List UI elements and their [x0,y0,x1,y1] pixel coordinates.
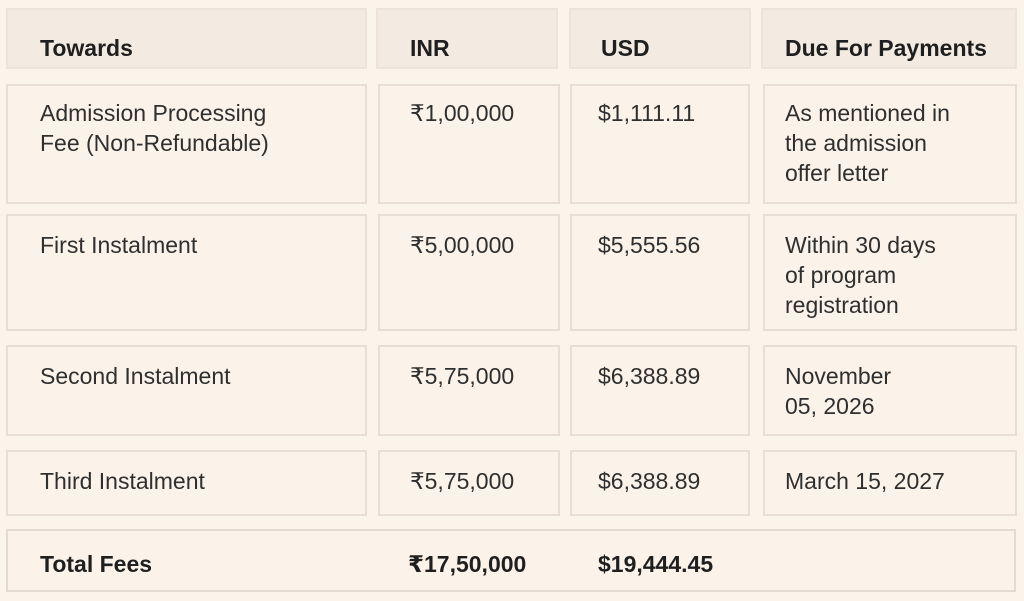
row-4-usd-value: $6,388.89 [598,468,701,494]
row-2-towards-value: First Instalment [40,232,198,258]
row-2-due-line-3: registration [785,292,899,318]
row-3-due: November 05, 2026 [763,345,1017,436]
row-3-usd-value: $6,388.89 [598,363,701,389]
header-usd: USD [569,8,751,69]
row-1-towards: Admission Processing Fee (Non-Refundable… [6,84,367,204]
row-1-towards-line-2: Fee (Non-Refundable) [40,130,269,156]
total-label: Total Fees [40,551,153,577]
header-towards-label: Towards [40,35,133,61]
row-1-inr-value: ₹1,00,000 [410,100,515,126]
row-4-towards-value: Third Instalment [40,468,205,494]
row-3-usd: $6,388.89 [570,345,750,436]
total-usd: $19,444.45 [598,551,714,577]
row-2-inr-value: ₹5,00,000 [410,232,515,258]
total-row: Total Fees ₹17,50,000 $19,444.45 [6,529,1016,592]
row-1-due-line-1: As mentioned in [785,100,950,126]
row-2-towards: First Instalment [6,214,367,331]
row-2-due-line-1: Within 30 days [785,232,936,258]
row-1-usd: $1,111.11 [570,84,750,204]
row-4-usd: $6,388.89 [570,450,750,516]
row-4-due: March 15, 2027 [763,450,1017,516]
row-1-usd-value: $1,111.11 [598,100,696,126]
row-3-towards: Second Instalment [6,345,367,436]
row-4-towards: Third Instalment [6,450,367,516]
header-inr: INR [376,8,558,69]
header-towards: Towards [6,8,367,69]
row-4-inr: ₹5,75,000 [378,450,560,516]
header-due-label: Due For Payments [785,35,987,61]
row-3-due-line-2: 05, 2026 [785,393,875,419]
row-3-inr: ₹5,75,000 [378,345,560,436]
header-usd-label: USD [601,35,650,61]
row-1-due-line-2: the admission [785,130,927,156]
row-1-due-line-3: offer letter [785,160,889,186]
row-3-inr-value: ₹5,75,000 [410,363,515,389]
row-2-due-line-2: of program [785,262,897,288]
row-1-due: As mentioned in the admission offer lett… [763,84,1017,204]
row-2-usd-value: $5,555.56 [598,232,701,258]
row-3-due-line-1: November [785,363,892,389]
row-3-towards-value: Second Instalment [40,363,231,389]
row-2-usd: $5,555.56 [570,214,750,331]
header-inr-label: INR [410,35,450,61]
row-2-inr: ₹5,00,000 [378,214,560,331]
row-1-inr: ₹1,00,000 [378,84,560,204]
row-4-inr-value: ₹5,75,000 [410,468,515,494]
total-inr: ₹17,50,000 [408,551,527,577]
row-2-due: Within 30 days of program registration [763,214,1017,331]
header-due: Due For Payments [761,8,1017,69]
row-1-towards-line-1: Admission Processing [40,100,267,126]
row-4-due-line-1: March 15, 2027 [785,468,945,494]
